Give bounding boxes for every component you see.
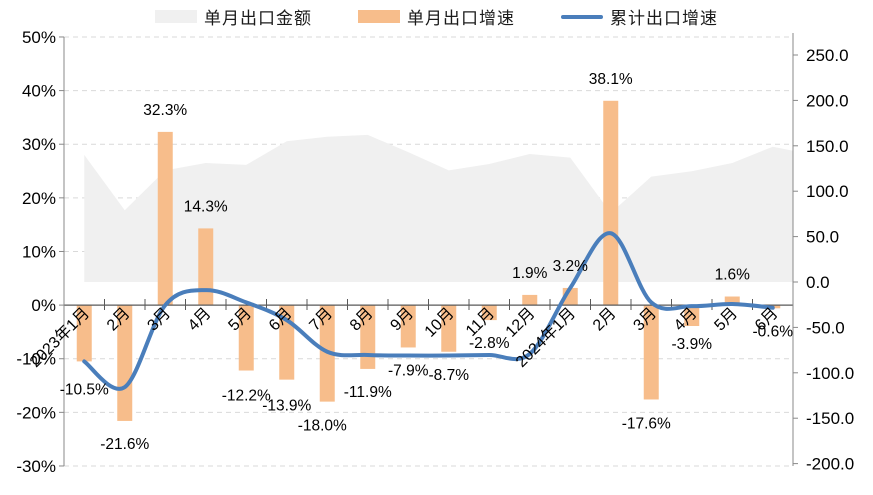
right-axis-tick-label: 50.0 — [806, 228, 839, 247]
bar-data-label: -18.0% — [298, 418, 347, 435]
bar-single-month-growth — [481, 305, 497, 321]
right-axis-tick-label: 100.0 — [806, 182, 849, 201]
right-axis-tick-label: -150.0 — [806, 409, 854, 428]
bar-data-label: 1.6% — [715, 267, 751, 284]
legend-label-monthly-export-growth: 单月出口增速 — [407, 9, 515, 28]
bar-data-label: -11.9% — [344, 384, 392, 401]
bar-single-month-growth — [441, 305, 457, 352]
x-axis-label: 3月 — [144, 305, 174, 335]
bar-data-label: -8.7% — [429, 367, 470, 384]
bar-single-month-growth — [400, 305, 416, 348]
x-axis-label: 2月 — [590, 305, 620, 335]
legend-item-monthly-export-growth: 单月出口增速 — [358, 4, 515, 29]
left-axis-tick-label: 40% — [22, 82, 56, 101]
bar-data-label: 32.3% — [143, 102, 187, 119]
bar-single-month-growth — [76, 305, 92, 362]
bar-data-label: -0.6% — [753, 323, 794, 340]
line-cumulative-export-growth — [82, 231, 775, 391]
bar-data-label: 38.1% — [589, 71, 633, 88]
bar-data-label: 3.2% — [553, 258, 589, 275]
right-axis-tick-label: 200.0 — [806, 91, 849, 110]
bar-single-month-growth — [724, 296, 740, 306]
bar-single-month-growth — [643, 305, 659, 400]
bar-single-month-growth — [684, 305, 700, 327]
legend-label-monthly-export-amount: 单月出口金额 — [204, 9, 312, 28]
area-swatch-icon — [155, 10, 197, 23]
left-axis-tick-label: 30% — [22, 135, 56, 154]
bar-data-label: -21.6% — [100, 436, 149, 453]
left-axis-tick-label: 20% — [22, 189, 56, 208]
bar-single-month-growth — [157, 131, 173, 306]
bar-data-label: -3.9% — [672, 336, 713, 353]
chart-legend: 单月出口金额 单月出口增速 累计出口增速 — [0, 4, 873, 29]
right-axis-tick-label: 150.0 — [806, 137, 849, 156]
bar-data-label: -12.2% — [222, 388, 271, 405]
bar-data-label: -7.9% — [388, 362, 429, 379]
bar-single-month-growth — [522, 294, 538, 306]
bar-single-month-growth — [117, 305, 133, 421]
x-axis-label: 4月 — [185, 305, 215, 335]
x-axis-label: 5月 — [711, 305, 741, 335]
left-axis-tick-label: 50% — [22, 28, 56, 47]
legend-item-monthly-export-amount: 单月出口金额 — [155, 4, 312, 29]
left-axis-tick-label: 0% — [31, 296, 56, 315]
bar-data-label: -13.9% — [262, 398, 311, 415]
bar-data-label: -10.5% — [60, 381, 109, 398]
right-axis-tick-label: -100.0 — [806, 364, 854, 383]
left-axis-tick-label: -10% — [16, 350, 56, 369]
right-axis-tick-label: -50.0 — [806, 318, 845, 337]
bar-swatch-icon — [358, 10, 400, 23]
bar-single-month-growth — [198, 228, 214, 306]
left-axis-tick-label: 10% — [22, 242, 56, 261]
left-axis-tick-label: -20% — [16, 403, 56, 422]
left-axis-tick-label: -30% — [16, 457, 56, 476]
bar-data-label: 14.3% — [184, 198, 228, 215]
bar-single-month-growth — [238, 305, 254, 371]
legend-item-cumulative-export-growth: 累计出口增速 — [561, 4, 718, 29]
right-axis-tick-label: 250.0 — [806, 46, 849, 65]
bar-data-label: -2.8% — [469, 335, 510, 352]
right-axis-tick-label: -200.0 — [806, 455, 854, 474]
bar-single-month-growth — [603, 100, 619, 306]
bar-data-label: 1.9% — [512, 265, 548, 282]
bar-data-label: -17.6% — [622, 415, 671, 432]
legend-label-cumulative-export-growth: 累计出口增速 — [610, 9, 718, 28]
line-swatch-icon — [561, 14, 603, 19]
right-axis-tick-label: 0.0 — [806, 273, 830, 292]
